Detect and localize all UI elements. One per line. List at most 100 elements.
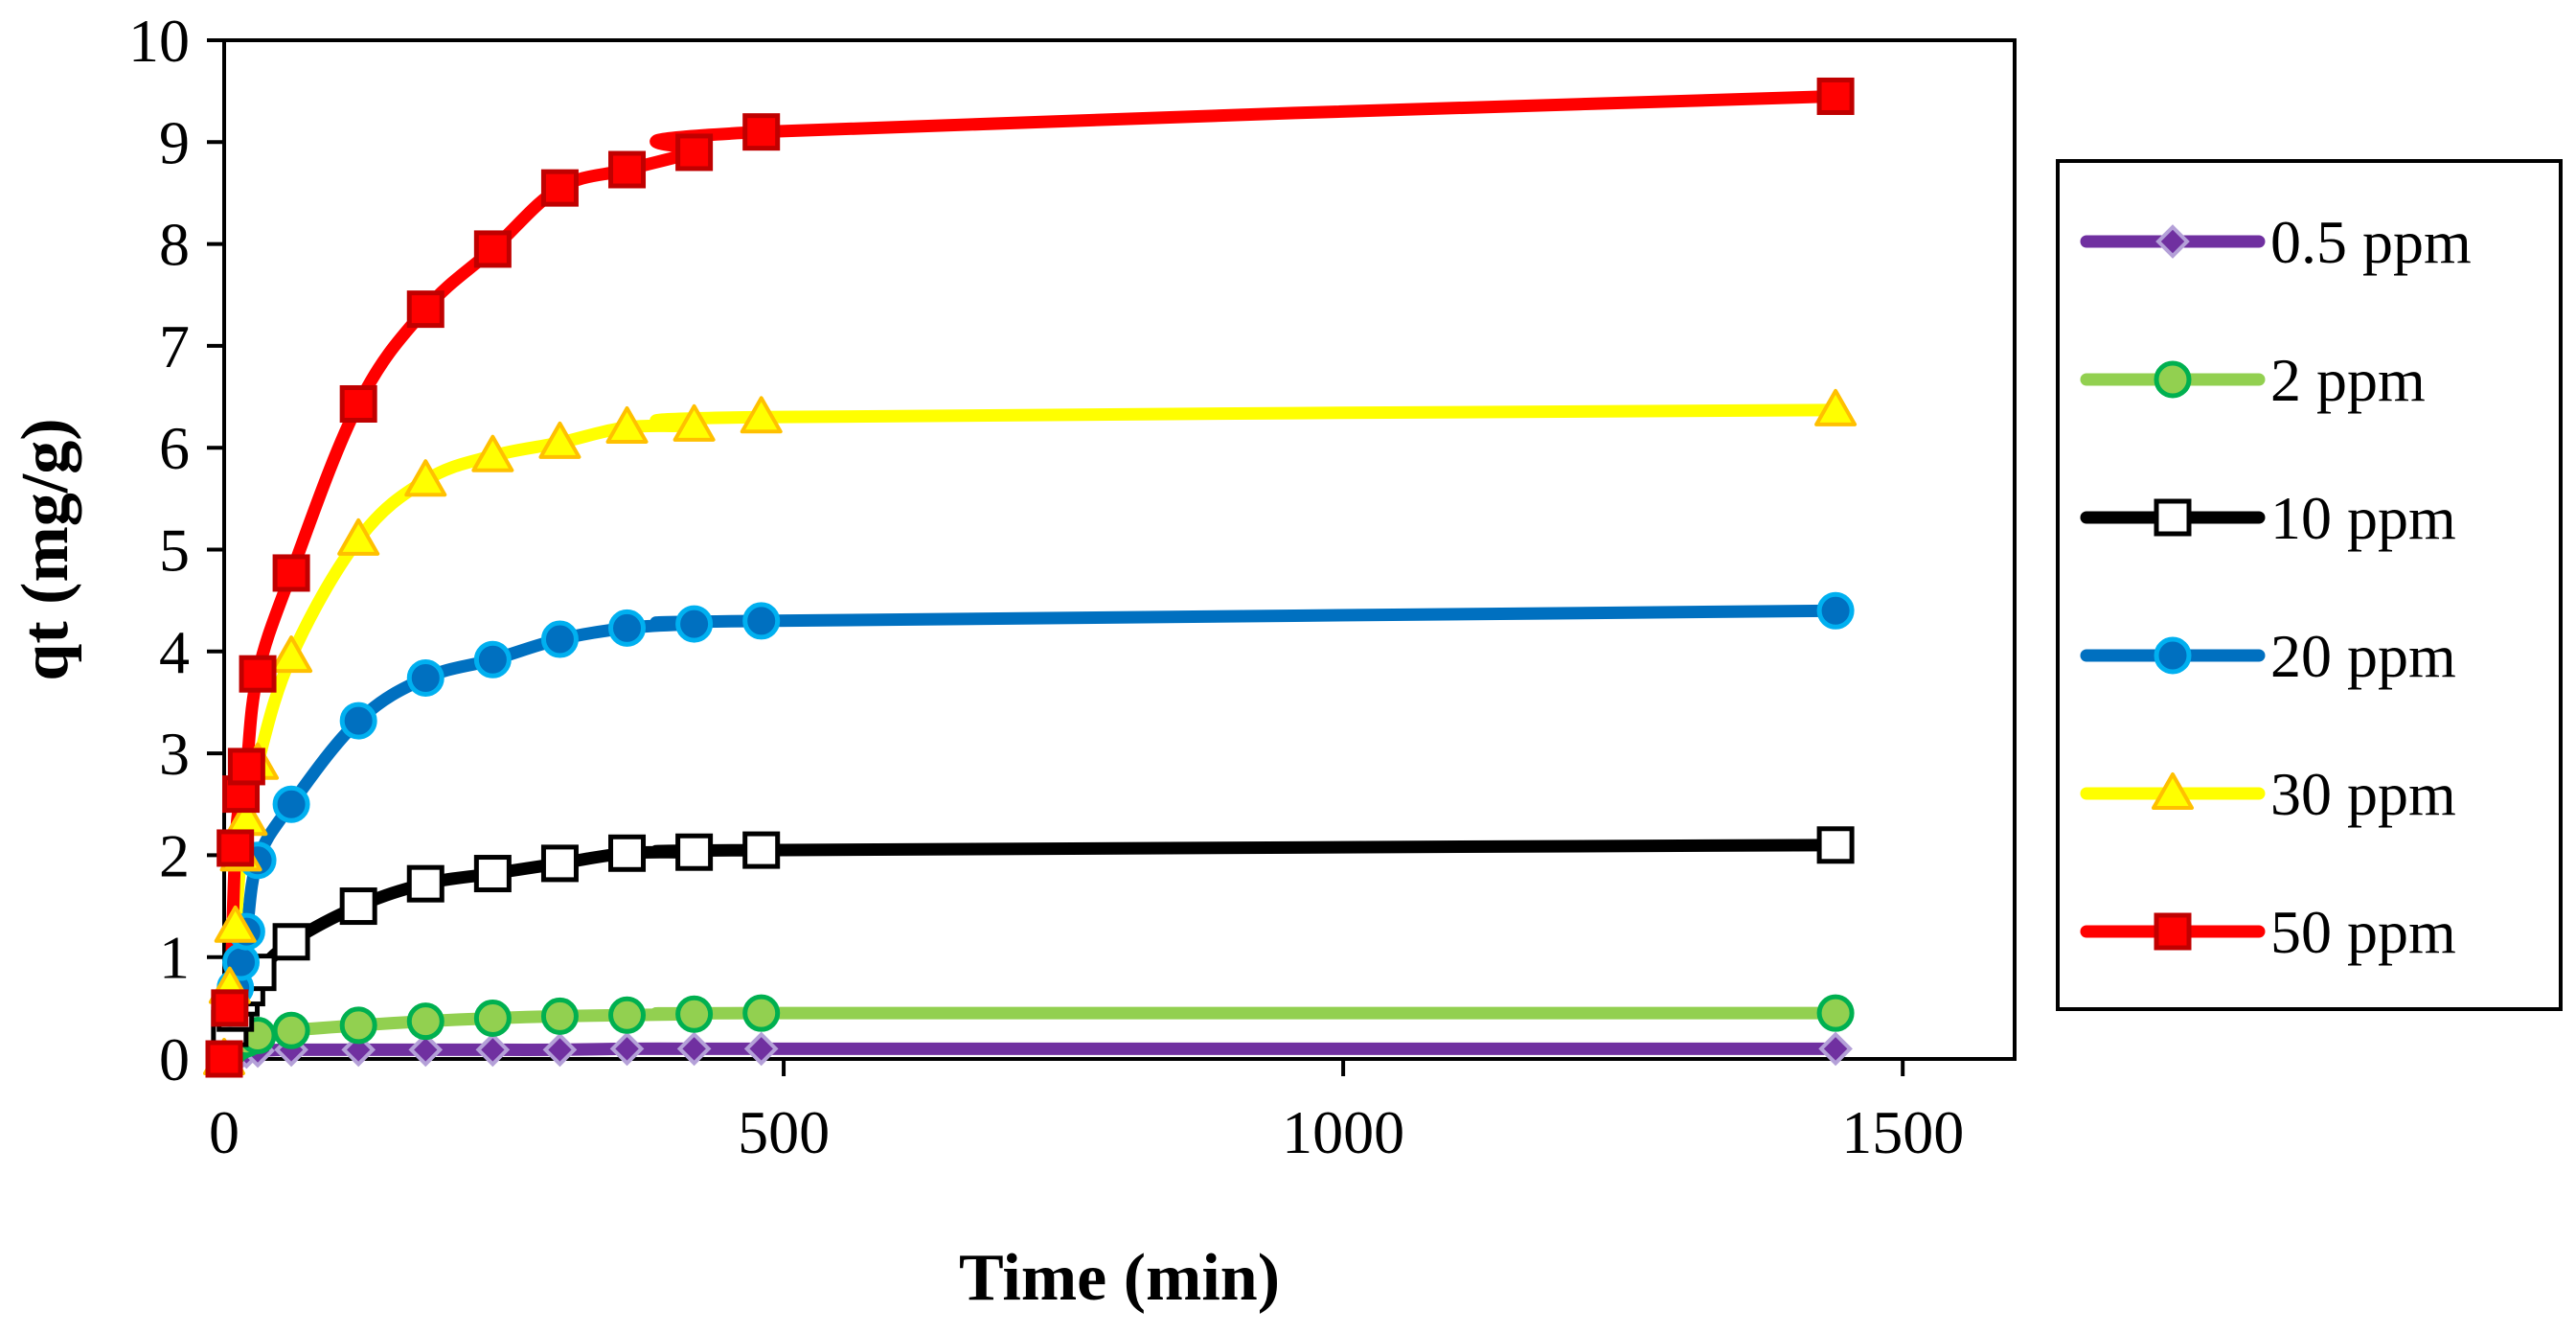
legend-label: 0.5 ppm bbox=[2270, 208, 2472, 276]
y-tick-label: 5 bbox=[159, 517, 190, 585]
axes: 0 1 2 3 4 5 6 7 8 9 10 0 500 1000 1500 bbox=[128, 7, 2017, 1166]
data-point bbox=[471, 434, 514, 472]
series-line-2 bbox=[217, 839, 1842, 1066]
data-point bbox=[214, 905, 257, 943]
data-point bbox=[272, 785, 310, 823]
data-point bbox=[675, 995, 714, 1033]
legend-swatch-marker bbox=[2154, 360, 2192, 399]
y-tick-label: 4 bbox=[159, 618, 190, 686]
x-tick-label: 1000 bbox=[1282, 1098, 1404, 1166]
data-point bbox=[239, 655, 277, 693]
series-markers bbox=[203, 77, 1858, 1078]
series-line-5 bbox=[217, 89, 1842, 1066]
y-tick-label: 1 bbox=[159, 924, 190, 992]
data-point bbox=[675, 133, 714, 172]
series-line-4 bbox=[217, 403, 1842, 1066]
data-point bbox=[475, 1032, 511, 1068]
data-point bbox=[675, 833, 714, 871]
x-tick-label: 500 bbox=[738, 1098, 830, 1166]
data-point bbox=[341, 1032, 376, 1068]
data-point bbox=[406, 658, 445, 697]
data-point bbox=[473, 640, 512, 678]
data-point bbox=[270, 635, 313, 674]
data-point bbox=[608, 996, 647, 1034]
data-point bbox=[406, 290, 445, 329]
legend-label: 10 ppm bbox=[2270, 484, 2456, 552]
data-point bbox=[205, 1040, 243, 1078]
data-point bbox=[743, 1031, 779, 1067]
data-point bbox=[608, 834, 647, 872]
y-tick-label: 2 bbox=[159, 821, 190, 889]
legend-label: 30 ppm bbox=[2270, 760, 2456, 828]
legend-label: 20 ppm bbox=[2270, 622, 2456, 690]
data-point bbox=[272, 554, 310, 592]
series-lines bbox=[217, 89, 1842, 1066]
data-point bbox=[542, 1032, 578, 1068]
data-point bbox=[540, 620, 579, 658]
series-line-3 bbox=[217, 604, 1842, 1066]
data-point bbox=[211, 989, 249, 1027]
data-point bbox=[339, 384, 377, 423]
data-point bbox=[227, 748, 265, 786]
data-point bbox=[538, 421, 581, 459]
data-point bbox=[740, 396, 783, 434]
data-point bbox=[742, 113, 781, 151]
data-point bbox=[1816, 77, 1855, 115]
legend-label: 2 ppm bbox=[2270, 346, 2426, 414]
y-tick-label: 6 bbox=[159, 414, 190, 482]
data-point bbox=[1818, 1031, 1853, 1067]
legend-box bbox=[2056, 159, 2563, 1011]
legend-swatch-marker bbox=[2155, 224, 2190, 259]
data-point bbox=[540, 997, 579, 1035]
y-tick-label: 0 bbox=[159, 1025, 190, 1093]
y-tick-label: 3 bbox=[159, 720, 190, 788]
y-tick-label: 10 bbox=[128, 7, 190, 75]
data-point bbox=[676, 1031, 712, 1067]
data-point bbox=[1816, 826, 1855, 864]
data-point bbox=[473, 999, 512, 1037]
x-tick-label: 1500 bbox=[1841, 1098, 1964, 1166]
data-point bbox=[742, 831, 781, 869]
data-point bbox=[272, 923, 310, 961]
data-point bbox=[540, 169, 579, 207]
legend-swatch-marker bbox=[2154, 912, 2192, 951]
data-point bbox=[408, 1032, 444, 1068]
data-point bbox=[1816, 591, 1855, 630]
x-tick-label: 0 bbox=[209, 1098, 239, 1166]
data-point bbox=[473, 855, 512, 893]
data-point bbox=[339, 702, 377, 740]
legend: 0.5 ppm 2 ppm 10 ppm 20 ppm 30 ppm 50 ppm bbox=[2056, 159, 2563, 1011]
data-point bbox=[406, 864, 445, 903]
data-point bbox=[605, 405, 649, 444]
data-point bbox=[1814, 388, 1858, 426]
data-point bbox=[540, 844, 579, 883]
x-axis-title: Time (min) bbox=[959, 1241, 1280, 1315]
legend-label: 50 ppm bbox=[2270, 898, 2456, 966]
y-tick-label: 9 bbox=[159, 108, 190, 176]
data-point bbox=[339, 1006, 377, 1045]
legend-swatch-marker bbox=[2154, 498, 2192, 537]
data-point bbox=[473, 230, 512, 268]
data-point bbox=[675, 605, 714, 643]
data-point bbox=[272, 1011, 310, 1049]
data-point bbox=[217, 829, 255, 867]
data-point bbox=[1816, 994, 1855, 1032]
plot-area-frame bbox=[222, 38, 2017, 1061]
data-point bbox=[672, 403, 716, 442]
data-point bbox=[608, 609, 647, 647]
data-point bbox=[337, 518, 380, 556]
data-point bbox=[339, 887, 377, 926]
data-point bbox=[608, 150, 647, 189]
y-axis-title: qt (mg/g) bbox=[9, 418, 82, 680]
data-point bbox=[742, 994, 781, 1032]
data-point bbox=[742, 602, 781, 640]
data-point bbox=[609, 1031, 645, 1067]
y-tick-label: 8 bbox=[159, 211, 190, 279]
legend-swatch-marker bbox=[2154, 636, 2192, 675]
data-point bbox=[404, 459, 447, 497]
data-point bbox=[406, 1002, 445, 1041]
legend-swatch-marker bbox=[2152, 772, 2194, 810]
y-tick-label: 7 bbox=[159, 312, 190, 380]
